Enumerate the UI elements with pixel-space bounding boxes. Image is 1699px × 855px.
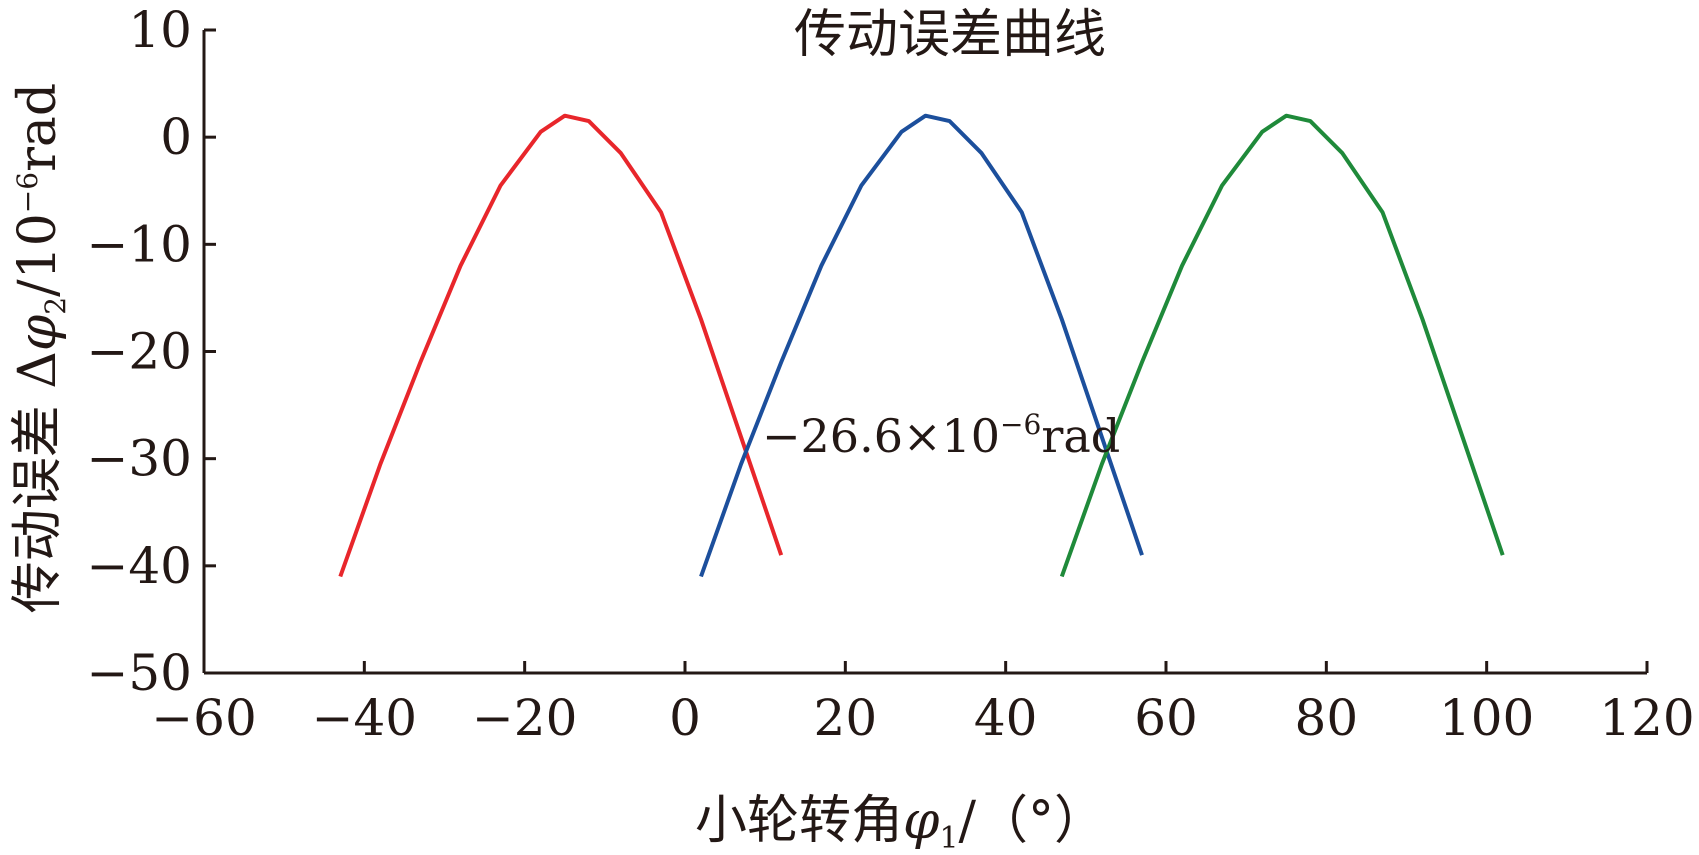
y-label-main: 传动误差 Δ [8,351,68,613]
series-line-3 [1059,113,1505,578]
x-axis-label: 小轮转角φ1/（°） [695,791,1106,855]
y-tick-label: 0 [160,108,192,166]
x-label-sub: 1 [939,821,958,855]
series-line-2 [699,113,1144,578]
x-tick-label: 120 [1599,689,1694,747]
y-tick-label: −30 [86,430,192,488]
x-tick-label: 20 [814,689,878,747]
x-tick-label: 0 [669,689,701,747]
annotation-main: −26.6×10 [762,409,1000,463]
x-tick-label: −20 [472,689,578,747]
annotation-exp: −6 [1000,408,1041,441]
y-tick-label: −50 [86,644,192,702]
y-tick-label: −20 [86,323,192,381]
y-label-unit-post: rad [8,83,68,172]
x-tick-label: −60 [151,689,257,747]
axis-ticks: −60 −40 −20 0 20 40 60 80 100 120100−10−20−30−40−… [86,1,1694,747]
x-label-symbol: φ [903,791,940,851]
x-tick-label: 100 [1439,689,1534,747]
x-tick-label: 40 [974,689,1038,747]
x-tick-label: 80 [1295,689,1359,747]
x-label-unit: /（°） [959,791,1107,851]
y-tick-label: −10 [86,215,192,273]
chart-title: 传动误差曲线 [794,5,1106,65]
x-label-main: 小轮转角 [695,791,903,851]
x-tick-label: −40 [312,689,418,747]
series-line-1 [338,113,784,578]
y-axis-label: 传动误差 Δφ2/10−6rad [8,83,72,613]
y-label-unit-exp: −6 [11,172,44,213]
annotation-post: rad [1041,409,1120,463]
crossing-annotation: −26.6×10−6rad [762,408,1120,463]
y-label-sub: 2 [39,297,72,315]
series-lines [338,113,1505,578]
y-tick-label: −40 [86,537,192,595]
y-label-unit-pre: /10 [8,213,68,297]
x-tick-label: 60 [1134,689,1198,747]
y-label-symbol: φ [8,314,68,351]
y-tick-label: 10 [128,1,192,59]
